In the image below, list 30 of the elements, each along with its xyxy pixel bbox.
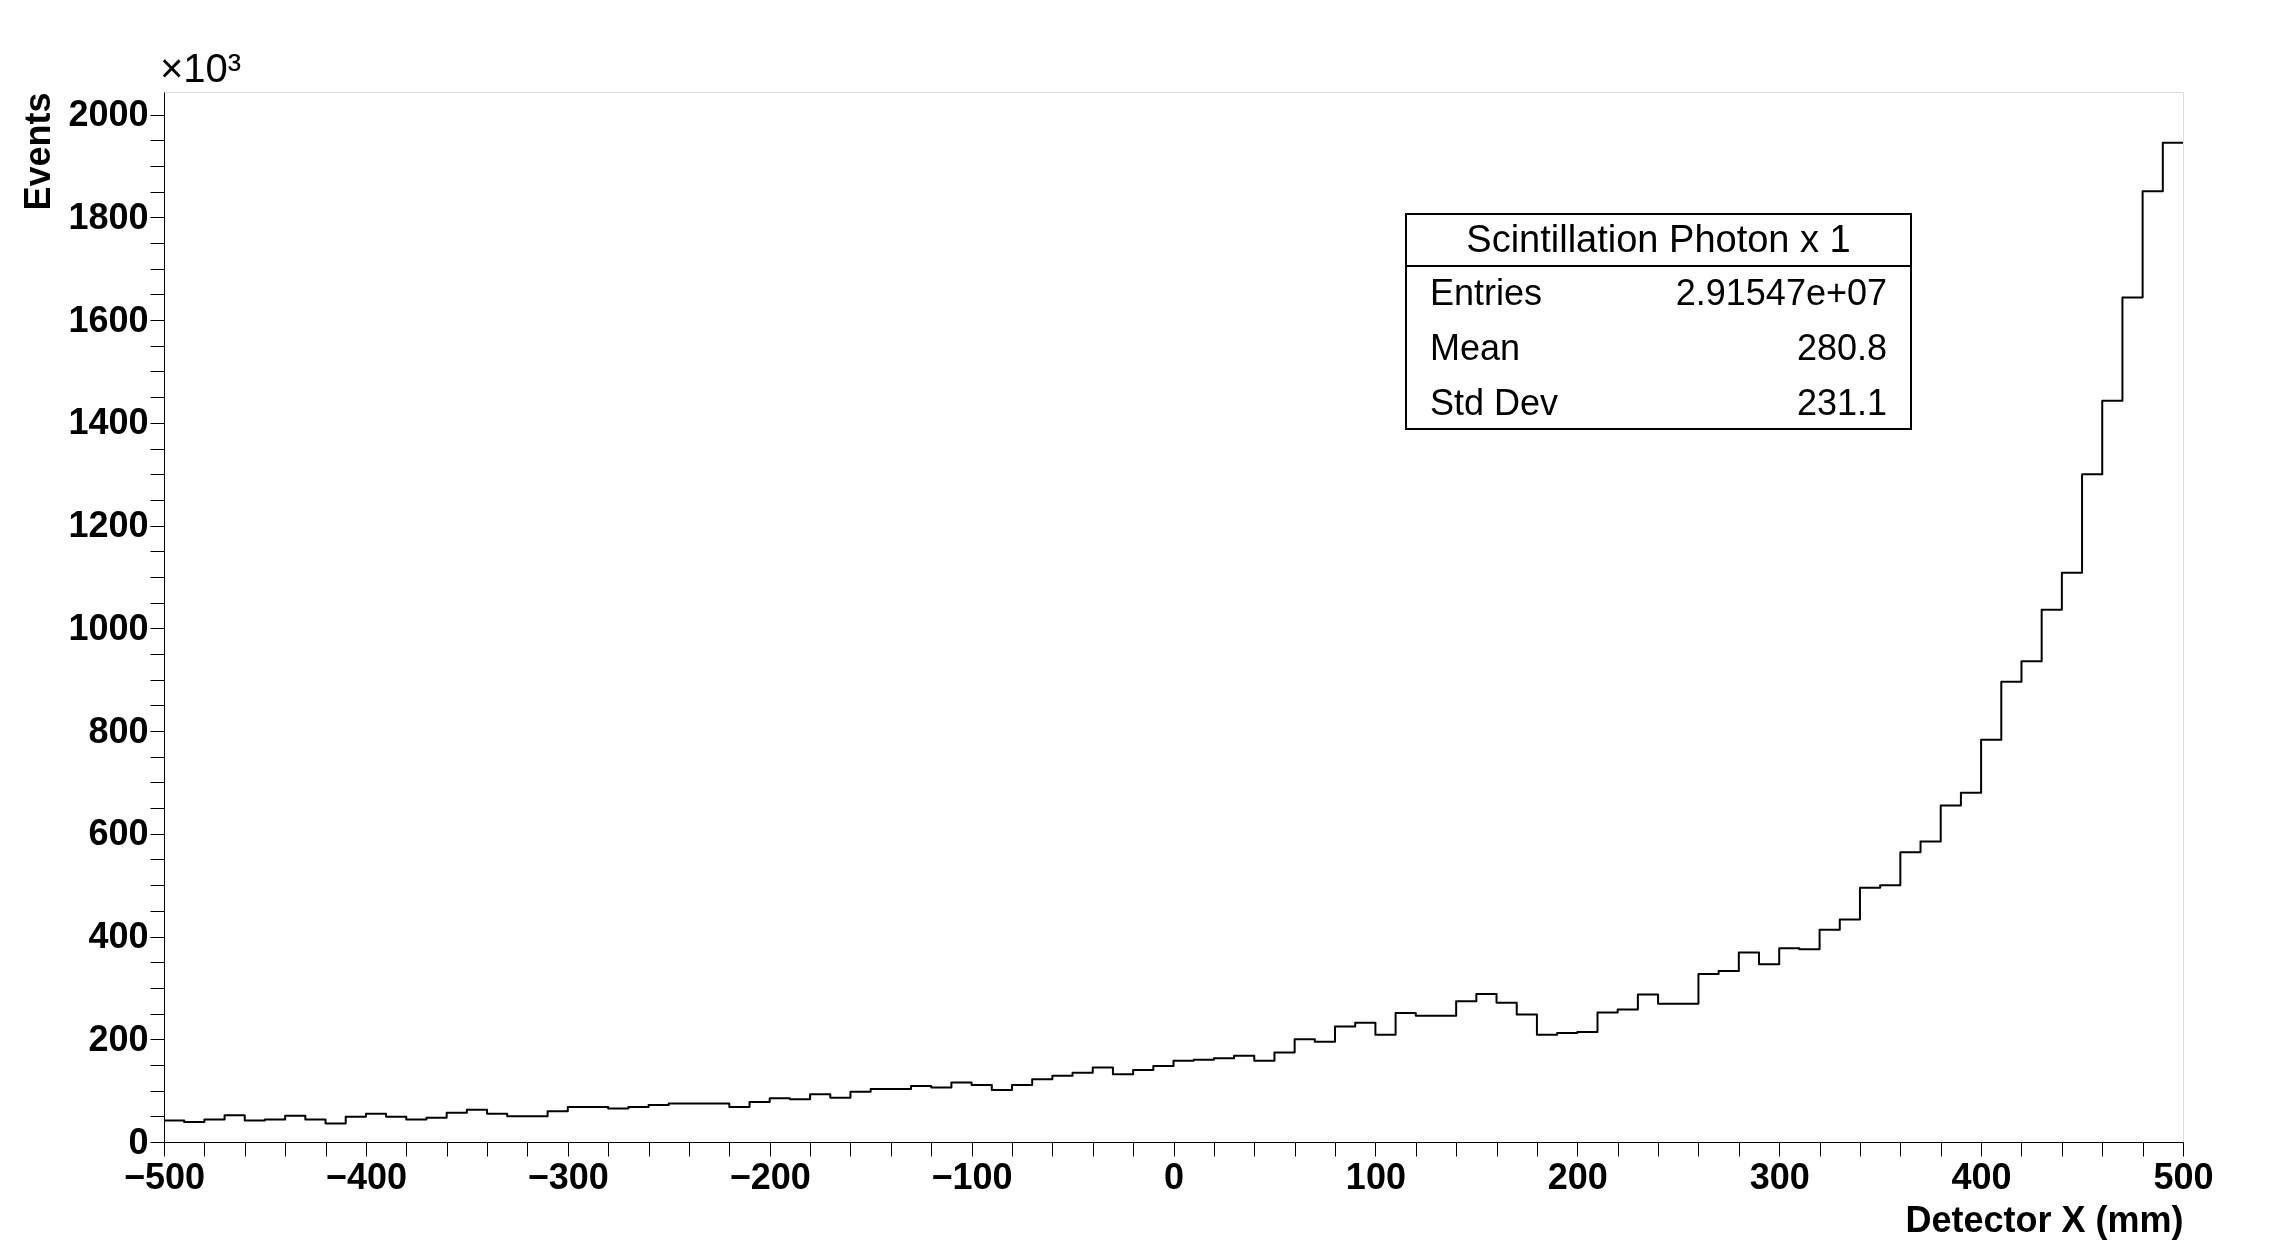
annotation: 231.1	[1796, 382, 1887, 423]
x-tick-label: 400	[1951, 1155, 2012, 1197]
y-tick-label: 1600	[68, 298, 149, 340]
y-tick-label: 600	[88, 812, 149, 854]
x-tick-label: 300	[1749, 1155, 1810, 1197]
x-tick-label: −400	[325, 1155, 407, 1197]
x-tick-label: 200	[1547, 1155, 1608, 1197]
y-tick-label: 800	[88, 709, 149, 751]
y-tick-label: 400	[88, 915, 149, 957]
y-tick-label: 1200	[68, 504, 149, 546]
y-tick-label: 1800	[68, 195, 149, 237]
y-axis-title: Events	[17, 92, 59, 211]
x-tick-label: −300	[527, 1155, 609, 1197]
annotation: 2.91547e+07	[1675, 272, 1887, 313]
annotation: Std Dev	[1430, 382, 1559, 423]
x-axis-title: Detector X (mm)	[1905, 1198, 2184, 1240]
x-tick-label: 0	[1163, 1155, 1185, 1197]
y-tick-label: 200	[88, 1017, 149, 1059]
y-tick-label: 1000	[68, 606, 149, 648]
annotation: Mean	[1430, 327, 1521, 368]
annotation: Scintillation Photon x 1	[1466, 218, 1851, 260]
annotation: 280.8	[1796, 327, 1887, 368]
annotation: Entries	[1430, 272, 1543, 313]
text: ×10³	[160, 46, 242, 90]
x-tick-label: −200	[729, 1155, 811, 1197]
x-tick-label: 500	[2153, 1155, 2214, 1197]
y-tick-label: 2000	[68, 93, 149, 135]
x-tick-label: −100	[931, 1155, 1013, 1197]
y-tick-label: 1400	[68, 401, 149, 443]
x-tick-label: 100	[1345, 1155, 1406, 1197]
